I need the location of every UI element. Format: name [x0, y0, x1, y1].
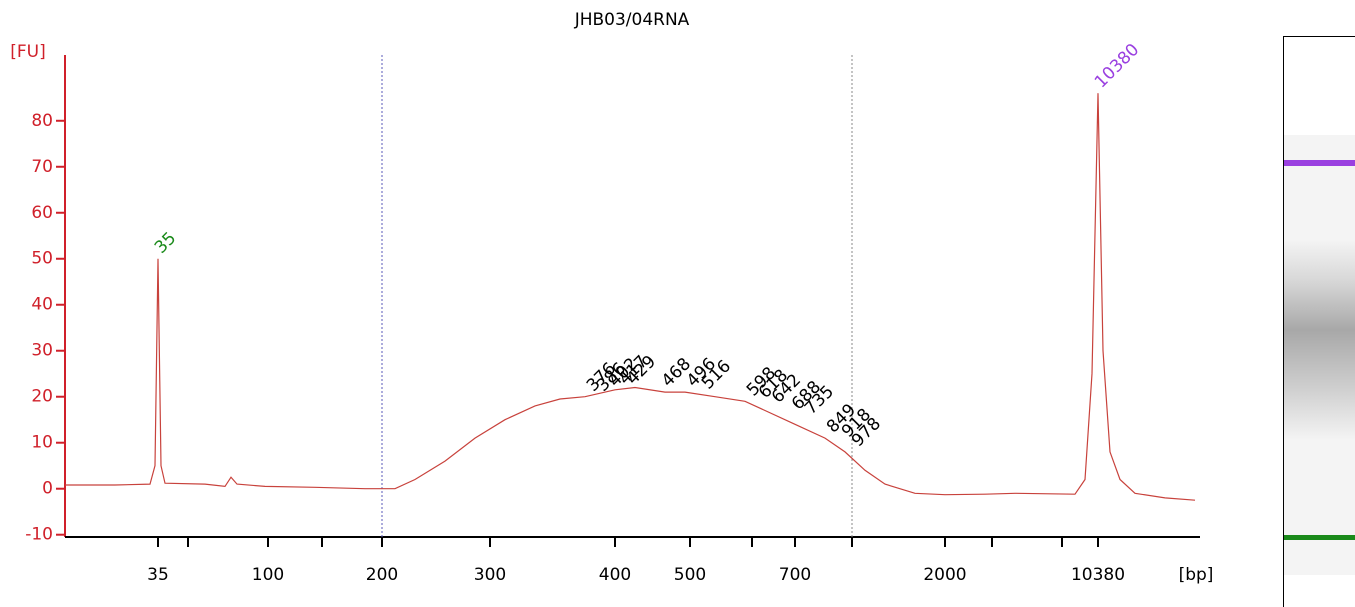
y-tick-label: 30: [31, 341, 53, 361]
y-tick-label: 40: [31, 295, 53, 315]
y-tick-label: -10: [25, 525, 53, 545]
y-axis-label: [FU]: [10, 42, 46, 62]
x-tick-label: 100: [252, 565, 284, 585]
x-tick-label: 700: [779, 565, 811, 585]
y-tick-label: 50: [31, 249, 53, 269]
x-tick-label: 35: [147, 565, 169, 585]
x-tick-label: 10380: [1071, 565, 1125, 585]
gel-band-lower: [1284, 535, 1355, 540]
y-tick-label: 70: [31, 157, 53, 177]
trace-line: [65, 93, 1196, 501]
gel-smear: [1284, 240, 1355, 440]
peak-label: 35: [151, 228, 180, 257]
x-axis-label: [bp]: [1179, 565, 1214, 585]
gel-lane: [1283, 36, 1355, 607]
x-tick-label: 400: [599, 565, 631, 585]
y-tick-label: 20: [31, 387, 53, 407]
gel-band-upper: [1284, 160, 1355, 166]
y-tick-label: 80: [31, 111, 53, 131]
peak-label: 10380: [1091, 40, 1143, 92]
y-tick-label: 0: [42, 479, 53, 499]
chart-title: JHB03/04RNA: [574, 10, 690, 30]
x-tick-label: 500: [674, 565, 706, 585]
y-tick-label: 10: [31, 433, 53, 453]
x-tick-label: 200: [366, 565, 398, 585]
y-tick-label: 60: [31, 203, 53, 223]
x-tick-label: 2000: [923, 565, 966, 585]
x-tick-label: 300: [474, 565, 506, 585]
